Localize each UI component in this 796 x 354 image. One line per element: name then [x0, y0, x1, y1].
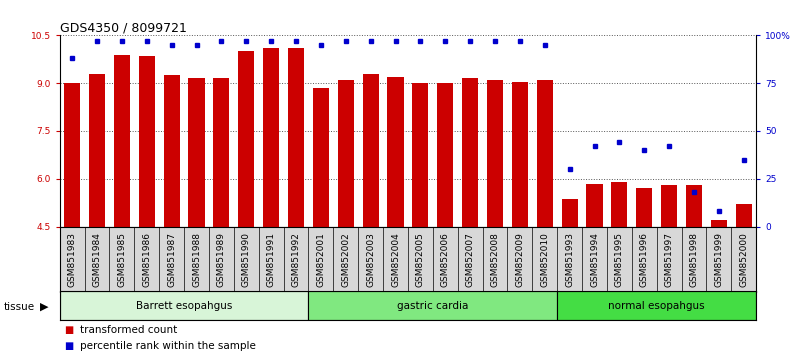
Bar: [437, 83, 454, 227]
Text: GSM851998: GSM851998: [689, 232, 699, 287]
Text: GSM851993: GSM851993: [565, 232, 574, 287]
Text: GSM852000: GSM852000: [739, 232, 748, 287]
Text: GSM851991: GSM851991: [267, 232, 275, 287]
Bar: [611, 182, 627, 227]
Bar: [587, 183, 603, 227]
Bar: [636, 188, 653, 227]
Bar: [313, 88, 329, 227]
Text: GSM852003: GSM852003: [366, 232, 375, 287]
Text: GSM852007: GSM852007: [466, 232, 474, 287]
Text: normal esopahgus: normal esopahgus: [608, 301, 705, 311]
Text: GDS4350 / 8099721: GDS4350 / 8099721: [60, 21, 186, 34]
Bar: [661, 185, 677, 227]
Bar: [60, 291, 308, 320]
Bar: [557, 291, 756, 320]
Bar: [308, 291, 557, 320]
Bar: [338, 80, 354, 227]
Text: GSM852001: GSM852001: [316, 232, 326, 287]
Bar: [163, 75, 180, 227]
Bar: [362, 74, 379, 227]
Text: GSM851987: GSM851987: [167, 232, 176, 287]
Bar: [487, 80, 503, 227]
Bar: [263, 48, 279, 227]
Bar: [64, 83, 80, 227]
Bar: [189, 78, 205, 227]
Text: GSM851992: GSM851992: [291, 232, 301, 287]
Bar: [288, 48, 304, 227]
Text: ■: ■: [64, 341, 73, 351]
Text: gastric cardia: gastric cardia: [397, 301, 469, 311]
Bar: [736, 204, 752, 227]
Text: GSM851999: GSM851999: [714, 232, 724, 287]
Text: GSM852008: GSM852008: [490, 232, 500, 287]
Bar: [537, 80, 553, 227]
Text: GSM851990: GSM851990: [242, 232, 251, 287]
Bar: [114, 55, 130, 227]
Bar: [238, 51, 255, 227]
Text: GSM852010: GSM852010: [540, 232, 549, 287]
Text: GSM851995: GSM851995: [615, 232, 624, 287]
Text: GSM852002: GSM852002: [341, 232, 350, 286]
Text: GSM852009: GSM852009: [515, 232, 525, 287]
Text: GSM851989: GSM851989: [217, 232, 226, 287]
Bar: [388, 77, 404, 227]
Text: tissue: tissue: [4, 302, 35, 312]
Bar: [213, 78, 229, 227]
Text: GSM851985: GSM851985: [117, 232, 127, 287]
Bar: [412, 83, 428, 227]
Text: ▶: ▶: [40, 302, 48, 312]
Text: GSM851994: GSM851994: [590, 232, 599, 287]
Text: GSM851997: GSM851997: [665, 232, 673, 287]
Bar: [512, 81, 528, 227]
Text: transformed count: transformed count: [80, 325, 177, 335]
Text: percentile rank within the sample: percentile rank within the sample: [80, 341, 256, 351]
Text: ■: ■: [64, 325, 73, 335]
Bar: [686, 185, 702, 227]
Text: Barrett esopahgus: Barrett esopahgus: [136, 301, 232, 311]
Bar: [462, 78, 478, 227]
Text: GSM851988: GSM851988: [192, 232, 201, 287]
Text: GSM852006: GSM852006: [441, 232, 450, 287]
Text: GSM851984: GSM851984: [92, 232, 102, 287]
Text: GSM851996: GSM851996: [640, 232, 649, 287]
Bar: [139, 56, 155, 227]
Text: GSM852004: GSM852004: [391, 232, 400, 286]
Text: GSM852005: GSM852005: [416, 232, 425, 287]
Text: GSM851986: GSM851986: [142, 232, 151, 287]
Bar: [561, 200, 578, 227]
Bar: [89, 74, 105, 227]
Bar: [711, 220, 727, 227]
Text: GSM851983: GSM851983: [68, 232, 76, 287]
